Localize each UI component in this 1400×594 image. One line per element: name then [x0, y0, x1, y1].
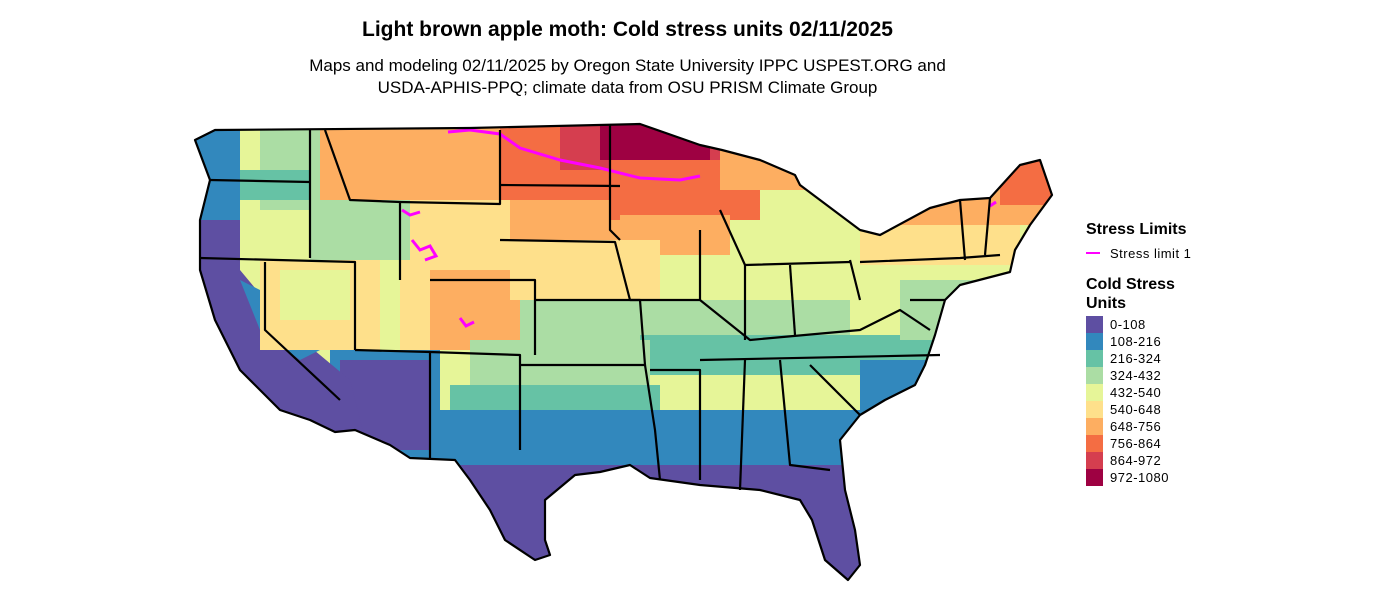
cold-stress-legend-item: 216-324: [1086, 350, 1286, 367]
cold-stress-legend-item: 540-648: [1086, 401, 1286, 418]
cold-stress-legend-item: 324-432: [1086, 367, 1286, 384]
legend-color-swatch: [1086, 316, 1103, 333]
cold-stress-legend-title: Cold Stress Units: [1086, 276, 1175, 312]
map-legend: Stress Limits Stress limit 1 Cold Stress…: [1086, 220, 1286, 486]
cold-stress-legend-item: 648-756: [1086, 418, 1286, 435]
cold-stress-legend-item: 0-108: [1086, 316, 1286, 333]
legend-range-label: 540-648: [1110, 402, 1162, 417]
legend-range-label: 0-108: [1110, 317, 1146, 332]
legend-range-label: 216-324: [1110, 351, 1162, 366]
cold-stress-legend-item: 972-1080: [1086, 469, 1286, 486]
legend-range-label: 972-1080: [1110, 470, 1169, 485]
stress-limit-1-line-swatch: [1086, 252, 1100, 254]
legend-range-label: 864-972: [1110, 453, 1162, 468]
state-boundaries: [193, 122, 1054, 582]
legend-color-swatch: [1086, 333, 1103, 350]
map-title: Light brown apple moth: Cold stress unit…: [362, 18, 893, 41]
cold-stress-legend-item: 756-864: [1086, 435, 1286, 452]
cold-stress-legend-item: 864-972: [1086, 452, 1286, 469]
legend-color-swatch: [1086, 435, 1103, 452]
legend-color-swatch: [1086, 401, 1103, 418]
legend-color-swatch: [1086, 452, 1103, 469]
stress-raster: [195, 124, 1052, 580]
stress-limit-1-legend-item: Stress limit 1: [1086, 245, 1286, 261]
legend-range-label: 756-864: [1110, 436, 1162, 451]
us-cold-stress-map: [193, 122, 1054, 582]
legend-range-label: 324-432: [1110, 368, 1162, 383]
stress-limit-1-lines: [401, 128, 997, 328]
stress-limit-1-label: Stress limit 1: [1110, 245, 1192, 261]
map-subtitle-line-1: Maps and modeling 02/11/2025 by Oregon S…: [309, 56, 946, 75]
legend-color-swatch: [1086, 350, 1103, 367]
legend-range-label: 432-540: [1110, 385, 1162, 400]
legend-range-label: 648-756: [1110, 419, 1162, 434]
stress-limits-legend-title: Stress Limits: [1086, 221, 1187, 238]
map-subtitle-line-2: USDA-APHIS-PPQ; climate data from OSU PR…: [377, 78, 878, 97]
legend-color-swatch: [1086, 367, 1103, 384]
cold-stress-legend-item: 108-216: [1086, 333, 1286, 350]
cold-stress-legend-items: 0-108 108-216 216-324 324-432 432-540 540-648…: [1086, 316, 1286, 486]
legend-color-swatch: [1086, 384, 1103, 401]
legend-range-label: 108-216: [1110, 334, 1162, 349]
legend-color-swatch: [1086, 418, 1103, 435]
cold-stress-legend-item: 432-540: [1086, 384, 1286, 401]
legend-color-swatch: [1086, 469, 1103, 486]
